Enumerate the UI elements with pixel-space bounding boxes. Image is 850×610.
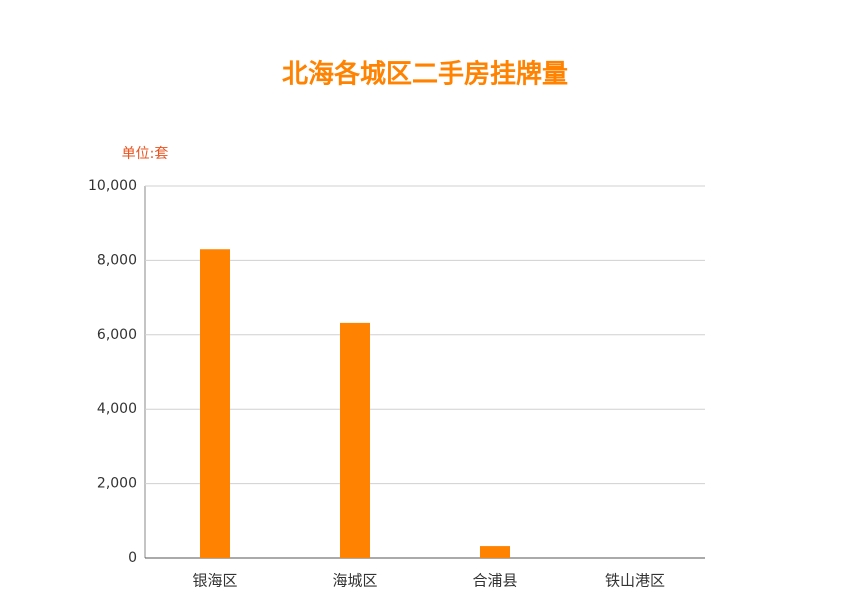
y-tick-label: 0 bbox=[128, 550, 137, 566]
y-tick-label: 4,000 bbox=[97, 401, 137, 417]
y-tick-label: 10,000 bbox=[88, 178, 137, 194]
bar bbox=[480, 546, 510, 558]
y-unit-label: 单位:套 bbox=[122, 146, 169, 162]
y-tick-label: 2,000 bbox=[97, 476, 137, 492]
y-tick-label: 8,000 bbox=[97, 252, 137, 268]
bar bbox=[340, 322, 370, 558]
bar bbox=[200, 249, 230, 559]
x-tick-label: 合浦县 bbox=[472, 572, 517, 590]
y-tick-label: 6,000 bbox=[97, 327, 137, 343]
chart-title: 北海各城区二手房挂牌量 bbox=[282, 59, 568, 90]
x-tick-label: 海城区 bbox=[332, 572, 377, 590]
x-tick-label: 铁山港区 bbox=[605, 572, 665, 590]
x-tick-label: 银海区 bbox=[192, 572, 237, 590]
